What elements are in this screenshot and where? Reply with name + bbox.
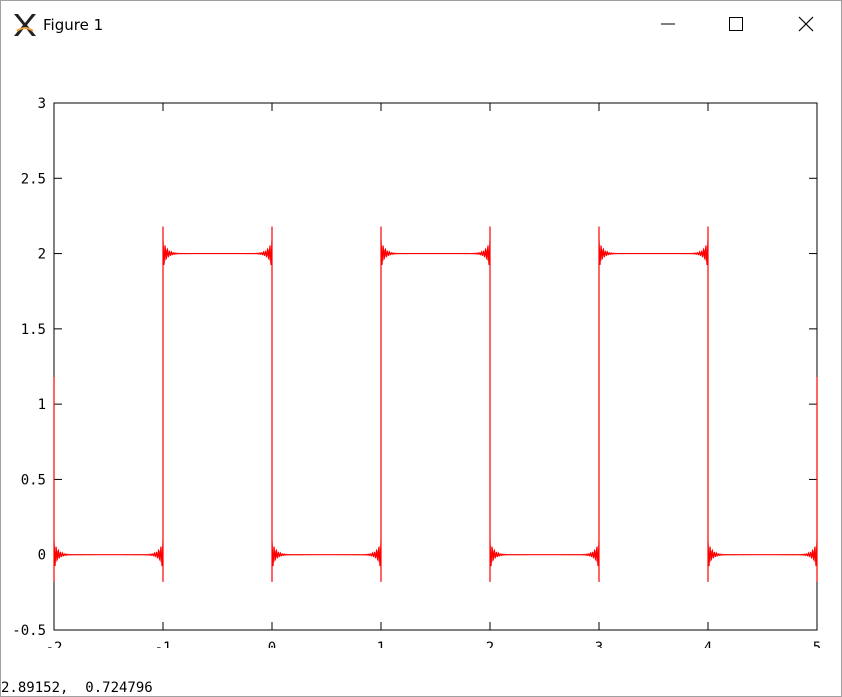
x-tick-label: -1 — [155, 640, 172, 648]
x-tick-label: 5 — [813, 640, 821, 648]
close-icon — [798, 16, 814, 32]
y-tick-label: 3 — [38, 96, 46, 112]
chart: -2 -1 0 1 2 3 4 5 -0.5 0 0.5 1 1.5 2 2.5 3 — [12, 96, 821, 656]
x-tick-label: 0 — [268, 640, 276, 648]
x11-icon — [14, 14, 36, 36]
y-tick-label: 2.5 — [21, 171, 46, 187]
plot-canvas[interactable]: -2 -1 0 1 2 3 4 5 -0.5 0 0.5 1 1.5 2 2.5 3 — [1, 48, 841, 656]
window-title: Figure 1 — [43, 16, 104, 34]
y-tick-label: 0 — [38, 548, 46, 564]
plot-frame — [53, 102, 818, 631]
y-tick-label: -0.5 — [12, 623, 46, 639]
x-tick-label: 1 — [377, 640, 385, 648]
x-tick-label: 4 — [704, 640, 712, 648]
y-tick-label: 1 — [38, 397, 46, 413]
minimize-button[interactable] — [645, 1, 691, 47]
y-tick-label: 0.5 — [21, 472, 46, 488]
minimize-icon — [661, 23, 675, 25]
y-tick-label: 1.5 — [21, 322, 46, 338]
x-tick-label: 3 — [595, 640, 603, 648]
y-tick-label: 2 — [38, 247, 46, 263]
cursor-coordinates: 2.89152, 0.724796 — [1, 680, 153, 696]
x-tick-label: 2 — [486, 640, 494, 648]
x-tick-label: -2 — [46, 640, 63, 648]
maximize-icon — [729, 17, 743, 31]
maximize-button[interactable] — [713, 1, 759, 47]
series-line — [53, 226, 818, 582]
close-button[interactable] — [783, 1, 829, 47]
title-bar[interactable]: Figure 1 — [1, 1, 841, 47]
